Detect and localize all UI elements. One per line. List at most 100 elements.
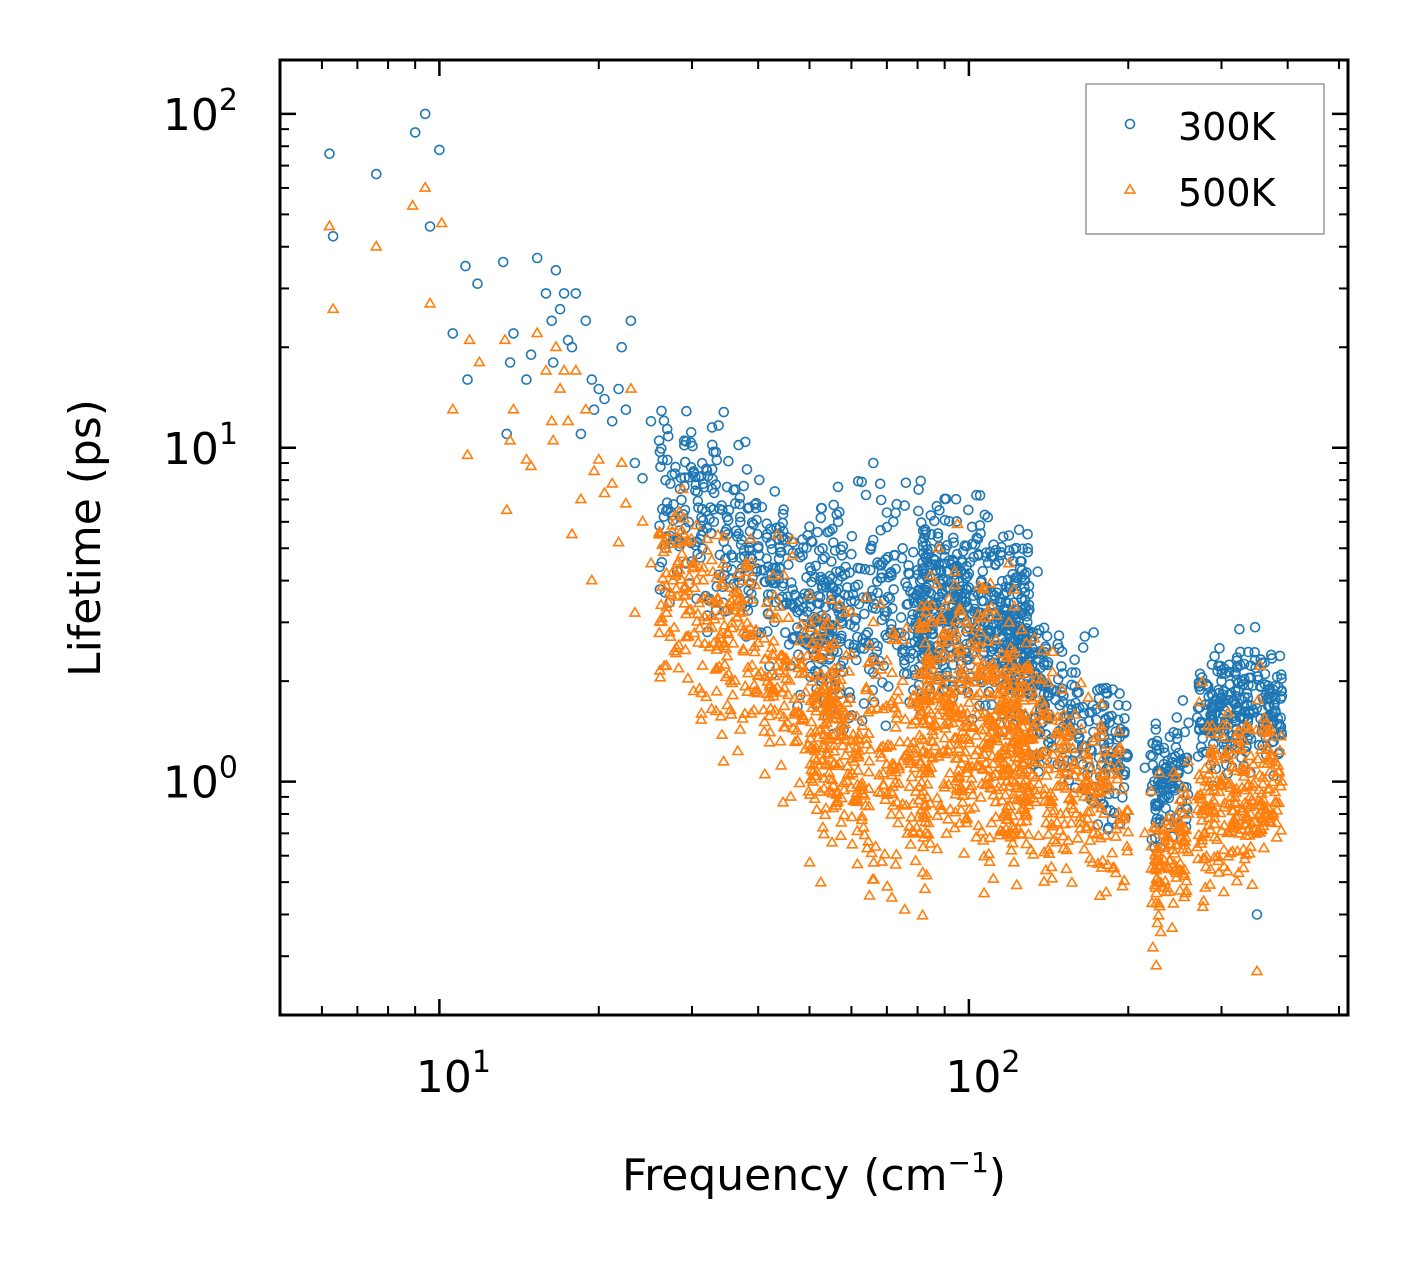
data-point	[940, 584, 951, 596]
data-point	[370, 168, 382, 180]
data-point	[763, 605, 777, 617]
data-point	[830, 794, 844, 806]
data-point	[1045, 871, 1059, 883]
data-point	[1203, 878, 1217, 889]
data-point	[826, 801, 840, 813]
data-point	[1094, 785, 1108, 797]
data-point	[876, 778, 890, 790]
data-point	[1053, 824, 1067, 835]
data-point	[834, 815, 848, 827]
data-point	[1226, 821, 1240, 833]
data-point	[1017, 714, 1030, 726]
data-point	[956, 557, 968, 568]
data-point	[644, 556, 658, 568]
data-point	[774, 563, 786, 575]
data-point	[887, 625, 900, 637]
data-point	[944, 692, 958, 704]
data-point	[983, 855, 997, 867]
data-point	[899, 799, 913, 810]
data-point	[920, 790, 934, 802]
data-point	[1015, 623, 1029, 634]
data-point	[1004, 706, 1018, 718]
data-point	[803, 788, 817, 799]
data-point	[928, 739, 942, 751]
data-point	[655, 461, 666, 473]
legend-entry-500K: 500K	[1123, 171, 1277, 215]
data-point	[1086, 826, 1100, 838]
data-point	[1200, 699, 1211, 711]
data-point	[948, 537, 960, 548]
data-point	[804, 521, 815, 533]
data-point	[1220, 718, 1234, 730]
data-point	[1077, 790, 1091, 801]
data-point	[1235, 761, 1249, 773]
data-point	[1012, 572, 1023, 584]
data-point	[794, 714, 808, 725]
data-point	[1040, 757, 1054, 769]
data-point	[1059, 767, 1073, 779]
data-point	[1198, 762, 1212, 773]
data-point	[925, 734, 939, 746]
data-point	[783, 674, 797, 685]
data-point	[702, 470, 714, 482]
data-point	[1154, 798, 1165, 810]
data-point	[1257, 841, 1271, 853]
data-point	[1078, 708, 1090, 719]
data-point	[787, 654, 801, 666]
data-point	[1217, 819, 1231, 830]
data-point	[1154, 876, 1168, 888]
data-point	[710, 571, 723, 583]
data-point	[1226, 761, 1240, 772]
data-point	[855, 810, 869, 821]
data-point	[1095, 697, 1108, 709]
data-point	[961, 762, 974, 773]
data-point	[1025, 679, 1038, 691]
data-point	[985, 816, 998, 828]
data-point	[737, 644, 751, 656]
data-point	[1044, 793, 1058, 805]
data-point	[637, 472, 648, 484]
data-point	[612, 535, 625, 547]
data-point	[1268, 796, 1282, 807]
data-point	[1007, 855, 1021, 867]
data-point	[1028, 631, 1041, 643]
data-point	[1115, 783, 1129, 795]
data-point	[943, 766, 957, 778]
data-point	[1270, 693, 1281, 705]
data-point	[697, 515, 709, 526]
data-point	[890, 848, 903, 859]
data-point	[890, 706, 904, 718]
data-point	[777, 720, 791, 732]
data-point	[924, 706, 938, 718]
data-point	[963, 582, 975, 593]
data-point	[1055, 761, 1069, 772]
data-point	[1182, 807, 1195, 818]
data-point	[920, 657, 934, 669]
data-point	[788, 735, 802, 747]
data-point	[924, 668, 938, 680]
data-point	[797, 542, 809, 553]
data-point	[885, 566, 897, 578]
data-point	[890, 712, 903, 723]
data-point	[1230, 874, 1244, 886]
data-point	[691, 607, 705, 619]
data-point	[901, 668, 913, 680]
data-point	[1105, 846, 1119, 858]
data-point	[824, 525, 836, 537]
data-point	[925, 599, 939, 610]
data-point	[852, 728, 866, 739]
y-tick-label: 102	[163, 83, 238, 141]
data-point	[1007, 787, 1021, 799]
data-point	[973, 669, 987, 681]
data-point	[531, 252, 543, 264]
data-point	[842, 742, 856, 753]
data-point	[731, 567, 744, 579]
data-point	[818, 718, 831, 729]
data-point	[1253, 659, 1267, 671]
data-point	[809, 611, 822, 623]
data-point	[892, 762, 906, 774]
data-point	[721, 698, 734, 710]
data-point	[997, 807, 1011, 819]
data-point	[1030, 788, 1044, 799]
data-point	[774, 541, 786, 553]
